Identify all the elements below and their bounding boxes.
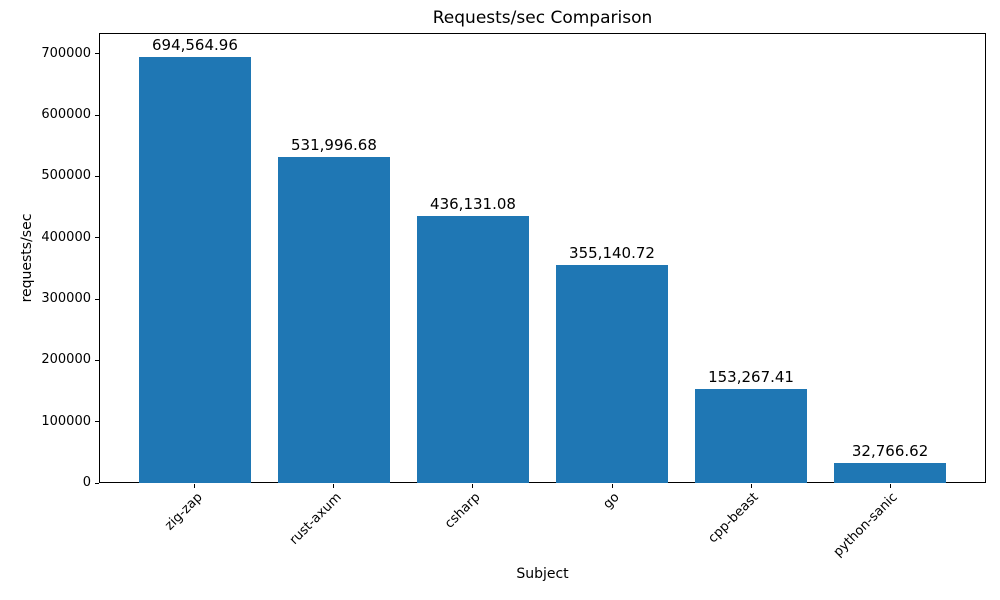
y-tick-label: 400000 xyxy=(41,229,91,245)
bar xyxy=(139,57,251,483)
x-tick-label: python-sanic xyxy=(830,490,901,560)
y-tick-mark xyxy=(95,237,99,239)
x-tick-mark xyxy=(333,484,335,488)
x-axis-label: Subject xyxy=(516,566,569,582)
bar xyxy=(417,215,529,483)
bar xyxy=(278,156,390,483)
x-tick-mark xyxy=(611,484,613,488)
x-tick-label: csharp xyxy=(442,490,484,532)
bar-value-label: 32,766.62 xyxy=(851,441,929,460)
x-tick-mark xyxy=(472,484,474,488)
y-tick-label: 500000 xyxy=(41,168,91,184)
x-tick-mark xyxy=(889,484,891,488)
y-tick-label: 100000 xyxy=(41,413,91,429)
y-tick-mark xyxy=(95,114,99,116)
bar-value-label: 531,996.68 xyxy=(291,135,377,154)
x-tick-mark xyxy=(750,484,752,488)
y-tick-mark xyxy=(95,175,99,177)
bar-value-label: 436,131.08 xyxy=(430,194,516,213)
y-axis-label: requests/sec xyxy=(19,213,35,303)
y-tick-label: 200000 xyxy=(41,352,91,368)
y-tick-mark xyxy=(95,53,99,55)
bar-value-label: 694,564.96 xyxy=(151,36,238,55)
y-tick-mark xyxy=(95,298,99,300)
x-tick-label: cpp-beast xyxy=(705,490,762,547)
bar xyxy=(834,462,946,483)
y-tick-label: 600000 xyxy=(41,107,91,123)
y-tick-mark xyxy=(95,359,99,361)
bar-value-label: 355,140.72 xyxy=(569,244,655,263)
x-tick-label: rust-axum xyxy=(286,490,345,548)
x-tick-label: zig-zap xyxy=(162,490,206,534)
y-tick-mark xyxy=(95,482,99,484)
bar xyxy=(556,265,668,483)
y-tick-label: 700000 xyxy=(41,45,91,61)
bar xyxy=(695,389,807,483)
chart-title: Requests/sec Comparison xyxy=(432,8,653,28)
y-tick-label: 0 xyxy=(82,475,91,490)
y-tick-mark xyxy=(95,421,99,423)
bar-value-label: 153,267.41 xyxy=(708,368,794,387)
y-tick-label: 300000 xyxy=(41,291,91,307)
x-tick-label: go xyxy=(600,490,623,513)
x-tick-mark xyxy=(194,484,196,488)
